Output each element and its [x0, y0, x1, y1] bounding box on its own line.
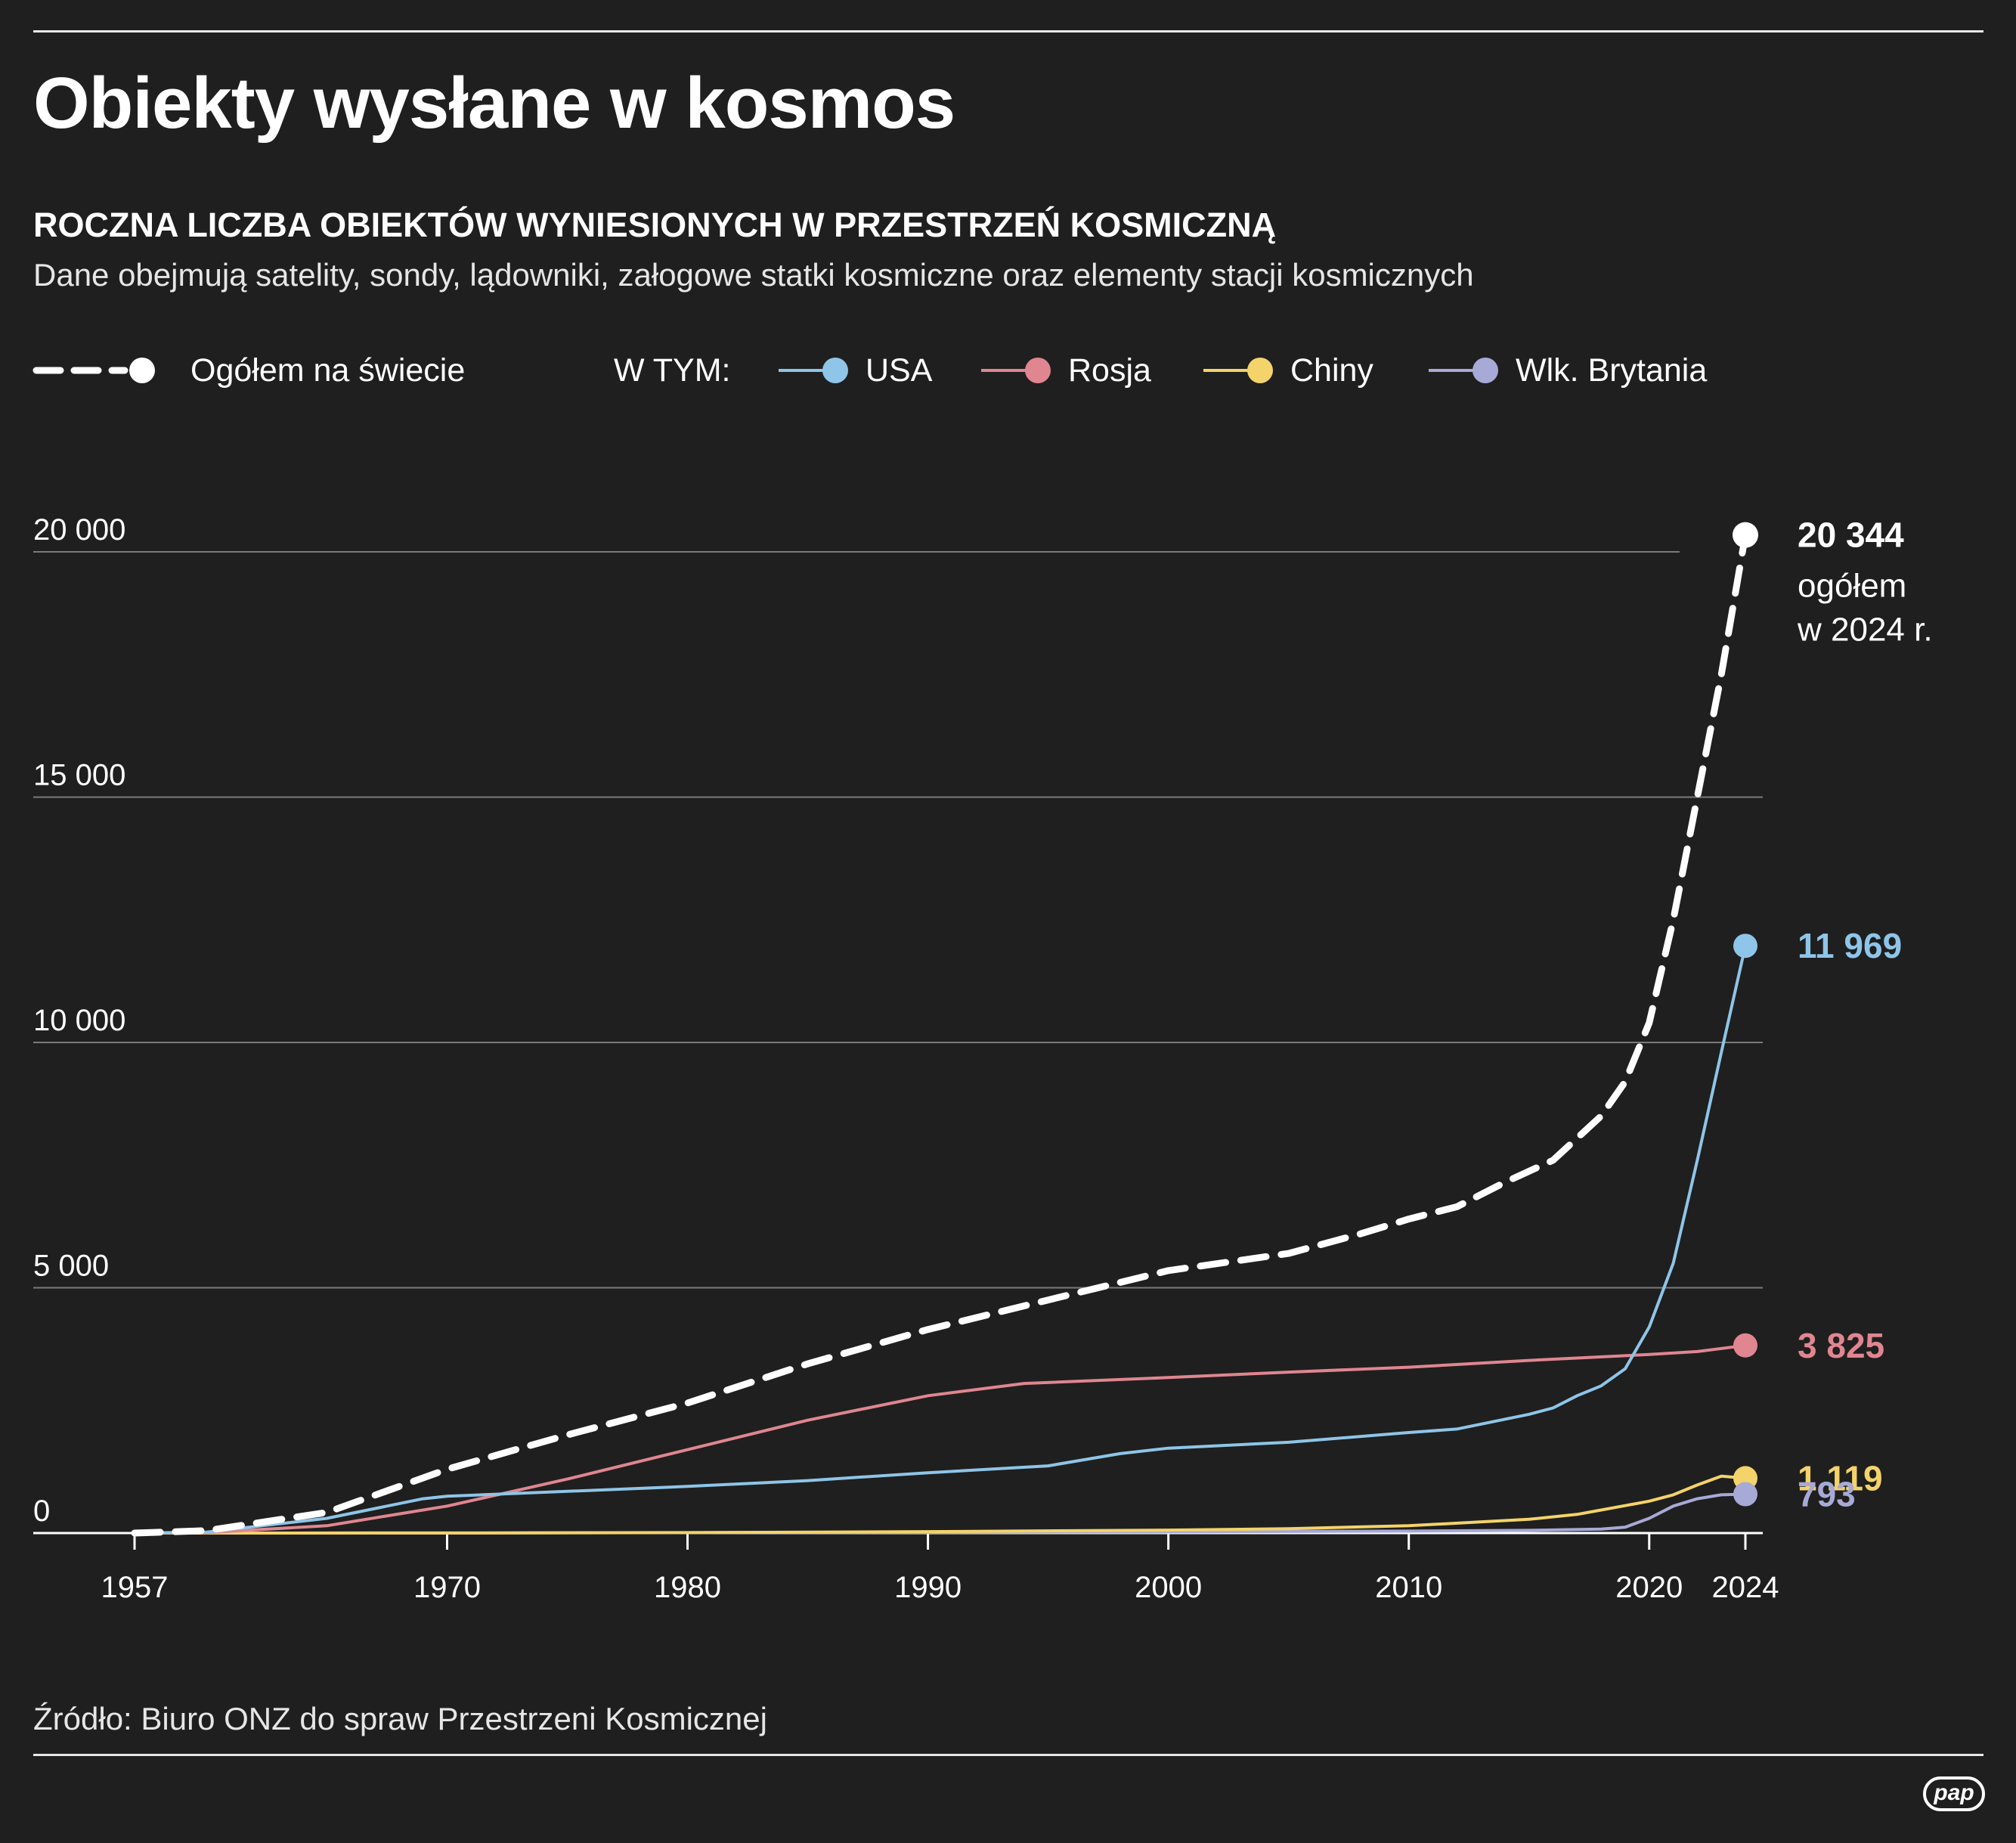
end-note-label: ogółem — [1798, 568, 1906, 605]
legend-label: USA — [866, 352, 933, 389]
x-tick-label: 1980 — [654, 1571, 721, 1604]
legend-label: Rosja — [1068, 352, 1151, 389]
legend-total-marker — [129, 358, 155, 383]
series-line — [134, 1343, 1746, 1535]
end-value-label: 793 — [1798, 1475, 1856, 1514]
y-tick-label: 0 — [33, 1495, 50, 1528]
x-tick-label: 2000 — [1135, 1571, 1202, 1604]
end-value-label: 20 344 — [1798, 516, 1904, 555]
end-value-label: 1 119 — [1798, 1458, 1883, 1498]
legend-marker — [822, 358, 848, 383]
end-marker — [1733, 1482, 1757, 1507]
x-tick-label: 1957 — [101, 1571, 169, 1604]
legend-label: Wlk. Brytania — [1516, 352, 1707, 389]
y-tick-label: 10 000 — [33, 1004, 125, 1037]
end-marker — [1733, 934, 1757, 959]
chart-title: Obiekty wysłane w kosmos — [33, 63, 955, 144]
end-marker — [1733, 1333, 1757, 1358]
legend-total-label: Ogółem na świecie — [190, 352, 465, 389]
x-tick-label: 2020 — [1615, 1571, 1683, 1604]
x-tick-label: 2010 — [1375, 1571, 1442, 1604]
y-tick-label: 20 000 — [33, 513, 125, 547]
legend: Ogółem na świecie W TYM: USA Rosja Chiny Wl… — [33, 352, 1707, 389]
y-tick-label: 5 000 — [33, 1250, 109, 1283]
series-line — [134, 1474, 1746, 1535]
chart-subtitle: ROCZNA LICZBA OBIEKTÓW WYNIESIONYCH W PR… — [33, 206, 1277, 244]
legend-marker — [1025, 358, 1051, 383]
series-line — [134, 945, 1747, 1535]
series-line — [134, 1492, 1746, 1535]
y-tick-label: 15 000 — [33, 759, 125, 792]
x-tick-label: 1990 — [894, 1571, 962, 1604]
source-note: Źródło: Biuro ONZ do spraw Przestrzeni K… — [33, 1701, 767, 1736]
legend-marker — [1247, 358, 1273, 383]
end-value-label: 11 969 — [1798, 926, 1902, 965]
legend-label: Chiny — [1290, 352, 1373, 389]
pap-logo: pap — [1923, 1776, 1985, 1811]
series-line — [131, 531, 1749, 1537]
legend-including-label: W TYM: — [614, 352, 730, 389]
chart-description: Dane obejmują satelity, sondy, lądowniki… — [33, 257, 1474, 293]
end-value-label: 3 825 — [1798, 1326, 1884, 1365]
bottom-rule — [33, 1754, 1983, 1756]
x-tick-label: 2024 — [1712, 1571, 1779, 1604]
top-rule — [33, 30, 1983, 33]
legend-marker — [1473, 358, 1498, 383]
end-note-label: w 2024 r. — [1797, 612, 1933, 649]
x-tick-label: 1970 — [413, 1571, 481, 1604]
end-marker — [1733, 522, 1758, 548]
